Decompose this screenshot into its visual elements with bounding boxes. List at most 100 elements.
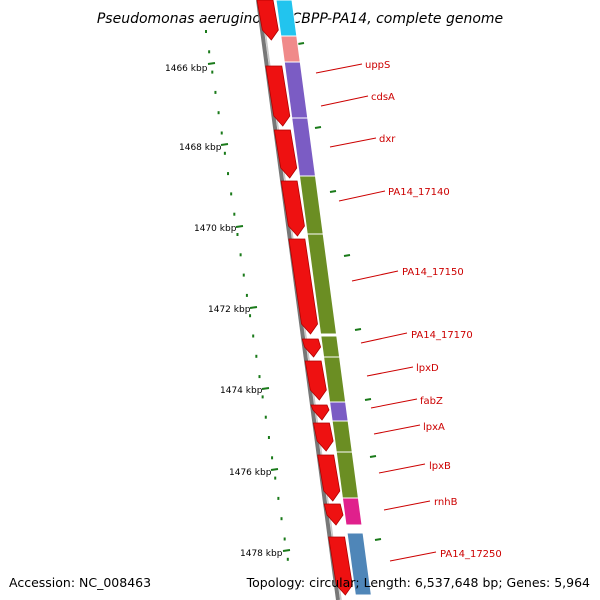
gene-block <box>331 420 353 453</box>
gene-label-PA14_17170[interactable]: PA14_17170 <box>411 330 473 341</box>
ruler-tick <box>374 538 382 541</box>
ruler-dot <box>283 537 286 541</box>
ruler-tick <box>314 126 322 129</box>
ruler-dot <box>245 293 248 297</box>
cds-arrow <box>304 360 327 401</box>
ruler-tick <box>261 387 270 390</box>
ruler-label: 1476 kbp <box>229 468 272 478</box>
ruler-dot <box>252 334 255 338</box>
gene-label-dxr[interactable]: dxr <box>379 134 396 145</box>
ruler-tick <box>369 455 377 458</box>
ruler-label: 1466 kbp <box>165 64 208 74</box>
ruler-label: 1468 kbp <box>179 143 222 153</box>
gene-label-rnhB[interactable]: rnhB <box>434 497 458 508</box>
ruler-tick <box>282 549 291 552</box>
gene-label-PA14_17150[interactable]: PA14_17150 <box>402 267 464 278</box>
ruler-dot <box>242 273 245 277</box>
ruler-dot <box>249 314 252 318</box>
cds-arrows <box>256 0 353 596</box>
gene-label-leader <box>360 332 408 344</box>
ruler-label: 1470 kbp <box>194 224 237 234</box>
ruler-dot <box>220 131 223 135</box>
gene-label-leader <box>389 551 437 562</box>
cds-arrow <box>317 454 341 502</box>
gene-label-lpxB[interactable]: lpxB <box>429 461 451 472</box>
ruler-tick <box>354 328 362 331</box>
cds-arrow <box>280 180 305 237</box>
ruler-label: 1472 kbp <box>208 305 251 315</box>
gene-label-PA14_17140[interactable]: PA14_17140 <box>388 187 450 198</box>
gene-label-leader <box>329 137 377 148</box>
ruler-dot <box>227 172 230 176</box>
ruler-dot <box>205 30 207 33</box>
cds-arrow <box>310 404 330 421</box>
ruler-dot <box>258 375 261 379</box>
ruler-dot <box>264 415 267 419</box>
ruler-dot <box>223 151 226 155</box>
ruler-tick <box>207 62 216 65</box>
ruler-dot <box>274 476 277 480</box>
ruler-tick <box>364 398 372 401</box>
gene-label-lpxD[interactable]: lpxD <box>416 363 439 374</box>
ruler-label: 1478 kbp <box>240 549 283 559</box>
cds-arrow <box>328 536 353 596</box>
ruler-dot <box>267 436 270 439</box>
ruler-dot <box>277 496 280 500</box>
gene-label-leader <box>370 398 418 409</box>
gene-block <box>320 335 341 358</box>
gene-label-fabZ[interactable]: fabZ <box>420 396 443 407</box>
gene-label-leader <box>351 270 399 282</box>
gene-blocks <box>275 0 372 596</box>
gene-label-leader <box>320 95 369 107</box>
gene-label-PA14_17250[interactable]: PA14_17250 <box>440 549 502 560</box>
gene-block <box>341 497 363 526</box>
gene-label-cdsA[interactable]: cdsA <box>371 92 395 103</box>
ruler-label: 1474 kbp <box>220 386 263 396</box>
ruler-dot <box>217 111 220 115</box>
gene-label-leader <box>383 500 431 511</box>
ruler-tick <box>329 190 337 193</box>
map-title: Pseudomonas aeruginosa UCBPP-PA14, compl… <box>97 11 503 27</box>
gene-labels: uppS cdsA dxr PA14_17140 PA14_17150 PA14… <box>315 60 502 562</box>
gene-label-leader <box>373 424 421 435</box>
topology-text: Topology: circular; Length: 6,537,648 bp… <box>246 575 590 590</box>
ruler-tick <box>249 306 258 309</box>
ruler-tick <box>343 254 351 257</box>
ruler-dot <box>271 456 274 460</box>
ruler-dot <box>286 557 289 561</box>
ruler-dot <box>255 354 258 358</box>
ruler-tick <box>220 143 229 146</box>
ruler-dot <box>233 212 236 216</box>
ruler-dot <box>208 50 211 54</box>
cds-arrow <box>288 238 318 335</box>
gene-label-leader <box>378 463 426 474</box>
ruler-dot <box>261 395 264 399</box>
ruler-dot <box>211 70 214 74</box>
gene-block <box>280 35 301 63</box>
cds-arrow <box>301 338 322 358</box>
ruler-labels: 1466 kbp 1468 kbp 1470 kbp 1472 kbp 1474… <box>165 64 283 559</box>
ruler-tick <box>297 42 305 45</box>
gene-label-uppS[interactable]: uppS <box>365 60 390 71</box>
gene-label-leader <box>315 63 363 74</box>
cds-arrow <box>273 129 298 179</box>
cds-arrow <box>312 422 334 452</box>
accession-text: Accession: NC_008463 <box>9 575 151 590</box>
gene-label-leader <box>338 190 386 202</box>
ruler-dot <box>230 192 233 196</box>
ruler-dot <box>236 233 239 236</box>
gene-label-lpxA[interactable]: lpxA <box>423 422 445 433</box>
ruler-ticks <box>205 30 382 561</box>
ruler-tick <box>235 225 244 228</box>
gene-block <box>346 532 372 596</box>
cds-arrow <box>323 503 344 526</box>
gene-block <box>275 0 298 37</box>
gene-block <box>306 233 338 335</box>
ruler-dot <box>214 90 217 94</box>
gene-label-leader <box>366 366 414 377</box>
cds-arrow <box>265 65 291 127</box>
cds-arrow <box>256 0 279 41</box>
gene-block <box>323 356 347 403</box>
ruler-dot <box>239 253 242 257</box>
